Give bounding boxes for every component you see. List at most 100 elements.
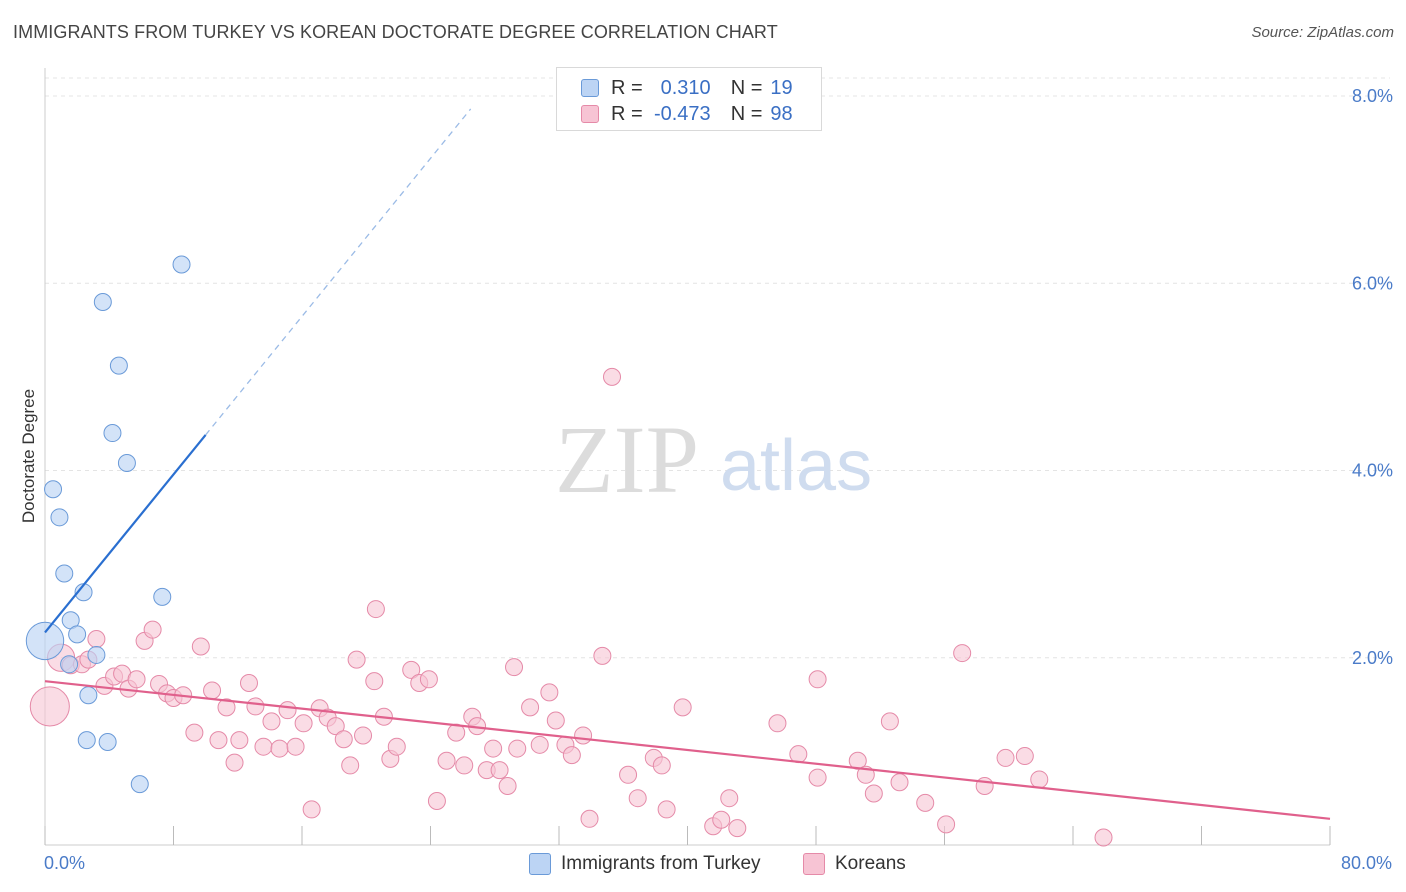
- korean-point: [387, 737, 406, 756]
- korean-point: [490, 761, 509, 780]
- y-tick-labels: 2.0% 4.0% 6.0% 8.0%: [1352, 86, 1393, 668]
- y-tick-label: 8.0%: [1352, 86, 1393, 106]
- korean-point: [712, 810, 731, 829]
- korean-point: [808, 670, 827, 689]
- grid-lines: [45, 77, 1390, 659]
- series-immigrants-from-turkey: [25, 255, 191, 794]
- turkey-point: [98, 733, 117, 752]
- legend-swatch-pink: [581, 105, 599, 123]
- korean-point: [484, 739, 503, 758]
- korean-point: [185, 723, 204, 742]
- turkey-point: [117, 454, 136, 473]
- source-label: Source: ZipAtlas.com: [1251, 24, 1394, 41]
- korean-point: [916, 793, 935, 812]
- bottom-legend-swatch-blue: [529, 853, 551, 875]
- turkey-point: [25, 621, 65, 661]
- korean-point: [864, 784, 883, 803]
- y-tick-label: 6.0%: [1352, 273, 1393, 293]
- korean-point: [546, 711, 565, 730]
- korean-point: [262, 712, 281, 731]
- legend-n-value: 19: [770, 76, 793, 99]
- turkey-point: [68, 625, 87, 644]
- korean-point: [29, 686, 70, 727]
- korean-point: [254, 737, 273, 756]
- korean-point: [341, 756, 360, 775]
- korean-point: [593, 646, 612, 665]
- turkey-point: [77, 731, 96, 750]
- y-axis-label: Doctorate Degree: [19, 389, 38, 523]
- bottom-legend-turkey: Immigrants from Turkey: [529, 852, 761, 876]
- korean-point: [270, 739, 289, 758]
- korean-point: [427, 791, 446, 810]
- korean-point: [302, 800, 321, 819]
- korean-point: [191, 637, 210, 656]
- turkey-trend-line: [44, 434, 207, 634]
- korean-point: [628, 789, 647, 808]
- bottom-legend-label-koreans: Koreans: [835, 853, 906, 874]
- turkey-point: [172, 255, 191, 274]
- korean-point: [1015, 747, 1034, 766]
- korean-point: [505, 658, 524, 677]
- y-tick-label: 4.0%: [1352, 461, 1393, 481]
- korean-point: [808, 768, 827, 787]
- korean-point: [574, 726, 593, 745]
- chart-title: IMMIGRANTS FROM TURKEY VS KOREAN DOCTORA…: [13, 22, 778, 42]
- korean-point: [768, 714, 787, 733]
- korean-point: [437, 751, 456, 770]
- korean-point: [498, 777, 517, 796]
- korean-point: [239, 674, 258, 693]
- korean-point: [365, 672, 384, 691]
- turkey-point: [109, 356, 128, 375]
- turkey-point: [55, 564, 74, 583]
- turkey-point: [44, 480, 63, 499]
- korean-point: [890, 773, 909, 792]
- korean-point: [603, 367, 622, 386]
- turkey-point: [87, 645, 106, 664]
- korean-point: [720, 789, 739, 808]
- y-tick-label: 2.0%: [1352, 648, 1393, 668]
- korean-point: [294, 714, 313, 733]
- korean-point: [326, 717, 345, 736]
- legend-row-turkey: R = 0.310 N = 19: [581, 76, 793, 100]
- korean-point: [209, 731, 228, 750]
- korean-point: [657, 800, 676, 819]
- korean-point: [521, 698, 540, 717]
- korean-point: [937, 815, 956, 834]
- turkey-point: [153, 587, 172, 606]
- x-tick-label: 80.0%: [1341, 853, 1392, 873]
- legend-n-label: N =: [730, 102, 763, 125]
- korean-point: [402, 660, 421, 679]
- korean-point: [143, 620, 162, 639]
- korean-point: [278, 701, 297, 720]
- korean-point: [217, 698, 236, 717]
- korean-point: [354, 726, 373, 745]
- korean-point: [530, 735, 549, 754]
- korean-point: [87, 630, 106, 649]
- korean-trend-line: [44, 680, 1331, 820]
- bottom-legend-label-turkey: Immigrants from Turkey: [561, 853, 761, 874]
- watermark: ZIP atlas: [555, 406, 872, 513]
- turkey-point: [130, 775, 149, 794]
- korean-point: [225, 753, 244, 772]
- korean-point: [366, 600, 385, 619]
- korean-point: [419, 670, 438, 689]
- korean-point: [1094, 828, 1113, 847]
- korean-point: [347, 650, 366, 669]
- bottom-legend-koreans: Koreans: [803, 852, 906, 876]
- legend-swatch-blue: [581, 79, 599, 97]
- legend-r-value: 0.310: [660, 76, 711, 99]
- korean-point: [286, 737, 305, 756]
- turkey-point: [60, 655, 79, 674]
- trend-lines: [44, 108, 1331, 820]
- korean-point: [230, 731, 249, 750]
- korean-point: [652, 756, 671, 775]
- x-tick-labels: 0.0% 80.0%: [44, 853, 1392, 873]
- legend: R = 0.310 N = 19 R = -0.473 N = 98: [556, 67, 822, 131]
- korean-point: [508, 739, 527, 758]
- watermark-atlas: atlas: [720, 426, 872, 506]
- series-koreans: [29, 367, 1113, 847]
- x-tick-label: 0.0%: [44, 853, 85, 873]
- korean-point: [334, 730, 353, 749]
- korean-point: [246, 697, 265, 716]
